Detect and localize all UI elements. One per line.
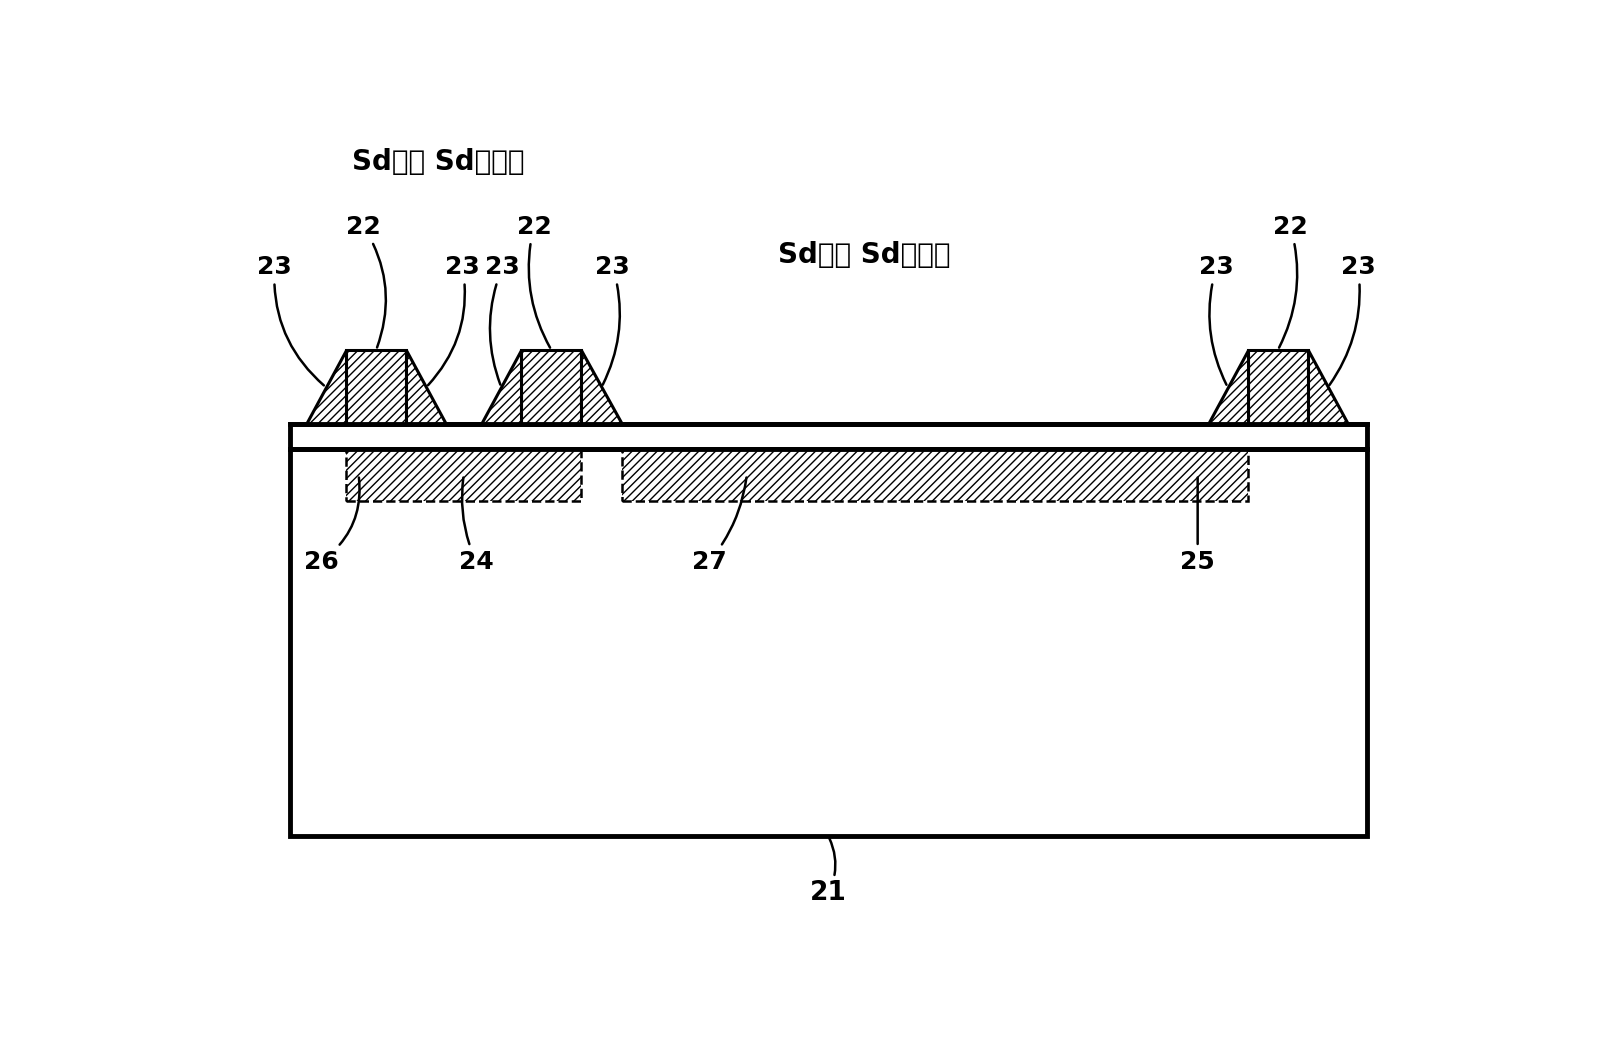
Bar [1248, 350, 1307, 424]
Bar [289, 424, 1367, 449]
Text: 23: 23 [428, 255, 480, 386]
Bar [346, 350, 406, 424]
Text: 25: 25 [1180, 478, 1215, 573]
Polygon shape [482, 350, 522, 424]
Text: 22: 22 [346, 215, 386, 348]
Text: 27: 27 [692, 478, 747, 573]
Bar [346, 449, 582, 501]
Text: 21: 21 [810, 838, 847, 907]
Text: 23: 23 [1330, 255, 1375, 385]
Polygon shape [1307, 350, 1348, 424]
Polygon shape [406, 350, 446, 424]
Text: 23: 23 [1199, 255, 1235, 385]
Polygon shape [305, 350, 346, 424]
Text: 24: 24 [459, 478, 493, 573]
Bar [622, 449, 1248, 501]
Text: 22: 22 [517, 215, 551, 348]
Bar [346, 449, 582, 501]
Bar [622, 449, 1248, 501]
Text: 23: 23 [257, 255, 323, 386]
Text: 26: 26 [304, 478, 359, 573]
Polygon shape [582, 350, 622, 424]
Text: 23: 23 [595, 255, 630, 385]
Text: Sd（或 Sd）：大: Sd（或 Sd）：大 [779, 241, 950, 269]
Bar [289, 449, 1367, 836]
Text: 22: 22 [1273, 215, 1307, 348]
Polygon shape [1207, 350, 1248, 424]
Bar [522, 350, 582, 424]
Text: 23: 23 [485, 255, 520, 385]
Text: Sd（或 Sd）：小: Sd（或 Sd）：小 [352, 148, 525, 176]
